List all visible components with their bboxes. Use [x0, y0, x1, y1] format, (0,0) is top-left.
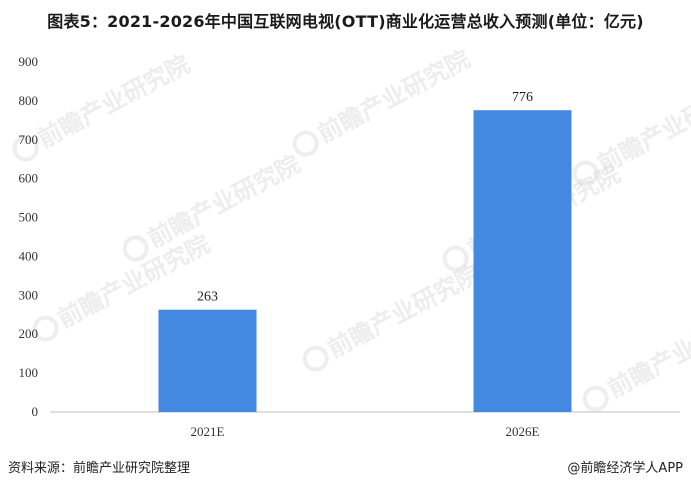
svg-text:前瞻产业研究院: 前瞻产业研究院 — [313, 45, 474, 149]
y-tick-100: 100 — [19, 365, 39, 380]
data-labels: 263 776 — [197, 90, 533, 305]
y-tick-200: 200 — [19, 326, 39, 341]
bars — [158, 110, 572, 412]
watermark-6: 前瞻产业研究院 — [122, 150, 305, 262]
y-tick-0: 0 — [32, 404, 39, 419]
svg-text:前瞻产业研究院: 前瞻产业研究院 — [603, 300, 691, 404]
x-tick-2026E: 2026E — [506, 424, 540, 439]
chart-title: 图表5：2021-2026年中国互联网电视(OTT)商业化运营总收入预测(单位：… — [47, 12, 644, 31]
bar-2021E — [158, 309, 257, 412]
y-tick-600: 600 — [19, 171, 39, 186]
x-axis-ticks: 2021E 2026E — [191, 424, 540, 439]
y-axis-ticks: 0 100 200 300 400 500 600 700 800 900 — [19, 54, 39, 419]
brand-credit: @前瞻经济学人APP — [567, 461, 683, 476]
x-tick-2021E: 2021E — [191, 424, 225, 439]
y-tick-500: 500 — [19, 210, 39, 225]
data-label-2021E: 263 — [197, 290, 218, 305]
y-tick-700: 700 — [19, 132, 39, 147]
svg-text:前瞻产业研究院: 前瞻产业研究院 — [33, 50, 194, 154]
svg-text:前瞻产业研究院: 前瞻产业研究院 — [143, 150, 304, 254]
watermark-1: 前瞻产业研究院 — [292, 45, 475, 157]
data-label-2026E: 776 — [512, 90, 533, 105]
y-tick-900: 900 — [19, 54, 39, 69]
source-note: 资料来源：前瞻产业研究院整理 — [8, 461, 191, 476]
watermark-4: 前瞻产业研究院 — [302, 260, 485, 372]
y-tick-400: 400 — [19, 248, 39, 263]
y-tick-300: 300 — [19, 287, 39, 302]
bar-2026E — [473, 110, 572, 412]
watermark-5: 前瞻产业研究院 — [582, 300, 691, 412]
svg-text:前瞻产业研究院: 前瞻产业研究院 — [323, 260, 484, 364]
y-tick-800: 800 — [19, 93, 39, 108]
